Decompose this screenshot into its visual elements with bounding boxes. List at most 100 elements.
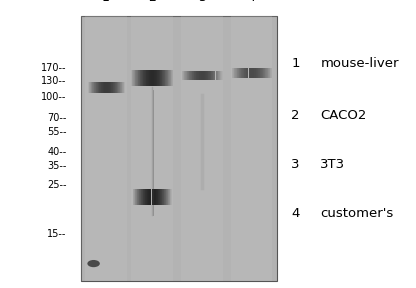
Text: 40--: 40-- <box>47 147 67 157</box>
Bar <box>164 70 165 86</box>
Bar <box>120 16 123 281</box>
Bar <box>95 82 96 92</box>
Text: 25--: 25-- <box>47 180 67 190</box>
Bar <box>260 16 262 281</box>
Bar <box>216 71 217 80</box>
Bar <box>152 189 153 205</box>
Bar <box>236 68 237 78</box>
Bar <box>261 68 262 78</box>
Bar <box>234 68 235 78</box>
Bar <box>257 68 258 78</box>
Bar <box>155 70 156 86</box>
Bar <box>156 189 157 205</box>
Bar <box>133 70 134 86</box>
Bar <box>159 16 162 281</box>
Bar <box>148 70 149 86</box>
Bar <box>137 70 138 86</box>
Bar <box>86 16 89 281</box>
Bar <box>150 16 152 281</box>
Bar <box>145 70 146 86</box>
Bar <box>151 189 152 205</box>
Bar <box>200 71 201 80</box>
Bar <box>132 16 135 281</box>
Bar <box>172 70 173 86</box>
Bar <box>198 16 201 281</box>
Bar <box>139 70 140 86</box>
Bar <box>207 71 208 80</box>
Bar <box>122 82 123 92</box>
Bar <box>140 16 142 281</box>
Bar <box>120 82 121 92</box>
Bar <box>148 189 149 205</box>
Bar <box>154 70 155 86</box>
Bar <box>222 71 223 80</box>
Bar <box>169 16 171 281</box>
Bar <box>245 68 246 78</box>
Bar <box>166 70 167 86</box>
Bar <box>157 189 158 205</box>
Bar <box>145 189 146 205</box>
Bar <box>204 71 205 80</box>
Bar <box>157 70 158 86</box>
Bar <box>136 189 137 205</box>
Bar <box>170 70 171 86</box>
Bar <box>168 189 169 205</box>
Bar <box>139 189 140 205</box>
Bar <box>215 71 216 80</box>
Bar <box>152 16 154 281</box>
Bar <box>269 68 270 78</box>
Bar <box>152 70 153 86</box>
Bar <box>125 16 128 281</box>
Bar <box>257 16 260 281</box>
Bar <box>114 82 115 92</box>
Text: 70--: 70-- <box>47 113 67 123</box>
Bar <box>186 71 187 80</box>
Bar <box>109 82 110 92</box>
Bar <box>272 16 274 281</box>
Bar <box>141 70 142 86</box>
Bar <box>142 189 143 205</box>
Bar <box>274 16 277 281</box>
Bar <box>149 189 150 205</box>
Bar <box>91 16 93 281</box>
Bar <box>160 189 161 205</box>
Bar <box>135 16 137 281</box>
Bar <box>265 68 266 78</box>
Bar <box>137 16 140 281</box>
Bar <box>162 189 163 205</box>
Bar <box>103 16 106 281</box>
Bar <box>240 68 241 78</box>
Bar <box>203 71 204 80</box>
Bar <box>244 68 245 78</box>
Bar <box>84 16 86 281</box>
Bar <box>217 71 218 80</box>
Bar <box>185 71 186 80</box>
Bar <box>107 82 108 92</box>
Bar <box>169 70 170 86</box>
Bar <box>189 71 190 80</box>
Bar <box>121 82 122 92</box>
Bar <box>231 16 272 281</box>
Bar <box>260 68 261 78</box>
Bar <box>101 82 102 92</box>
Bar <box>164 16 167 281</box>
Bar <box>249 68 250 78</box>
Bar <box>147 189 148 205</box>
Bar <box>183 71 184 80</box>
Text: 3T3: 3T3 <box>320 158 345 171</box>
Bar <box>116 82 117 92</box>
Bar <box>111 16 113 281</box>
Bar <box>90 82 91 92</box>
Bar <box>247 68 248 78</box>
Text: 3: 3 <box>291 158 300 171</box>
Bar <box>255 16 257 281</box>
Bar <box>108 82 109 92</box>
Bar <box>182 71 183 80</box>
Bar <box>265 16 267 281</box>
Bar <box>146 70 147 86</box>
Bar <box>106 16 108 281</box>
Bar <box>219 71 220 80</box>
Bar <box>213 16 215 281</box>
Bar <box>135 70 136 86</box>
Bar <box>169 189 170 205</box>
